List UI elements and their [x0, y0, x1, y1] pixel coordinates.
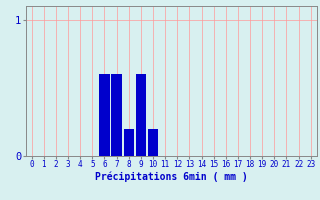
Bar: [124, 129, 134, 156]
Bar: [111, 74, 122, 156]
Bar: [148, 129, 158, 156]
Bar: [136, 74, 146, 156]
Bar: [99, 74, 110, 156]
X-axis label: Précipitations 6min ( mm ): Précipitations 6min ( mm ): [95, 172, 248, 182]
